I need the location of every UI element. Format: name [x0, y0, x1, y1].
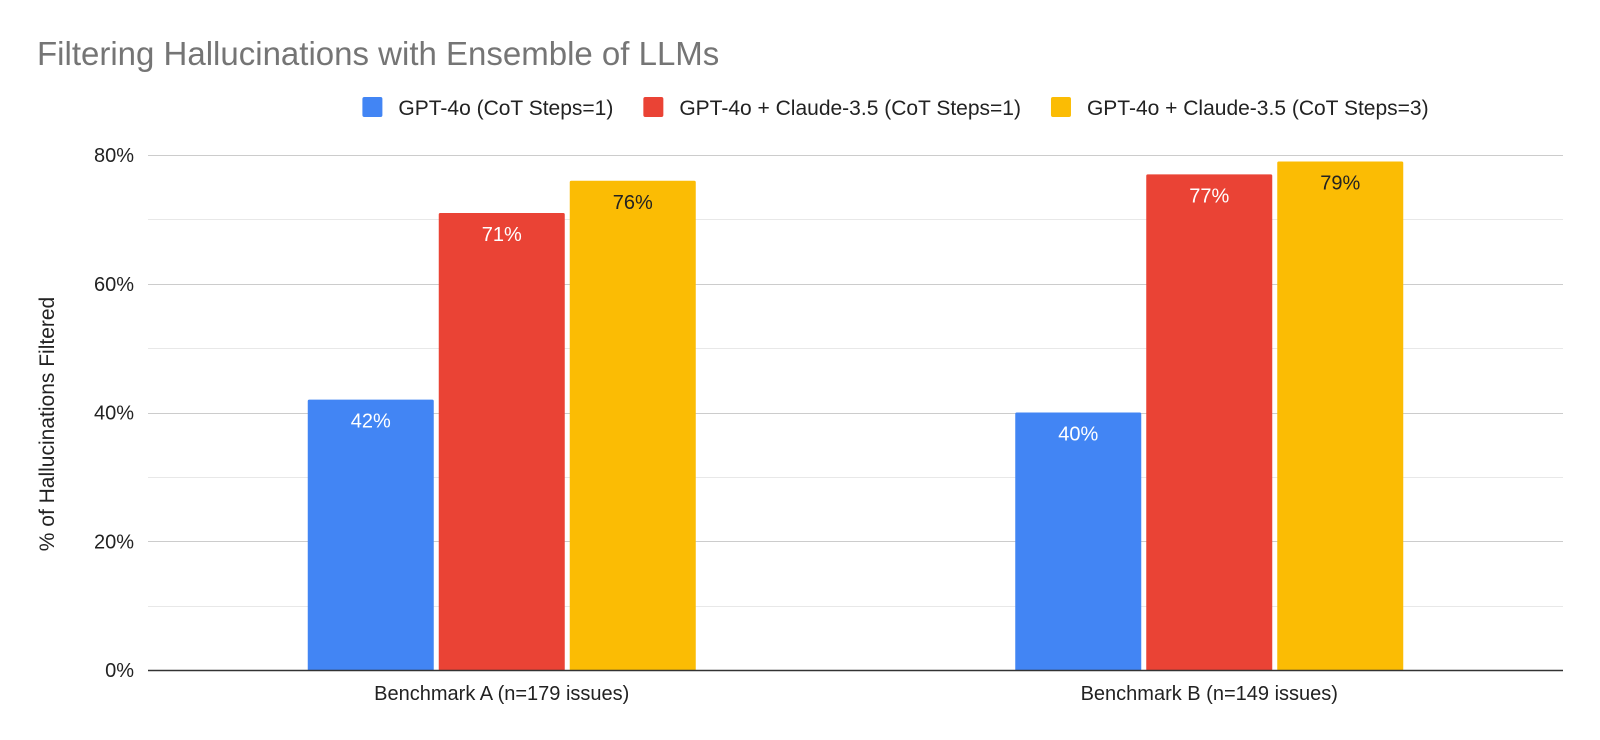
bar-data-label: 79% — [1320, 172, 1360, 194]
chart-title: Filtering Hallucinations with Ensemble o… — [37, 35, 719, 72]
legend-label: GPT-4o + Claude-3.5 (CoT Steps=1) — [679, 97, 1021, 120]
legend-item: GPT-4o + Claude-3.5 (CoT Steps=1) — [643, 97, 1021, 120]
bar — [569, 180, 696, 671]
x-axis-ticks: Benchmark A (n=179 issues) Benchmark B (n… — [374, 683, 1338, 705]
x-tick-label: Benchmark B (n=149 issues) — [1081, 683, 1338, 705]
y-tick-label: 60% — [94, 274, 134, 296]
y-tick-label: 0% — [105, 660, 134, 682]
legend-label: GPT-4o (CoT Steps=1) — [398, 97, 613, 120]
y-tick-label: 20% — [94, 531, 134, 553]
bar — [1146, 174, 1273, 671]
y-tick-label: 40% — [94, 403, 134, 425]
bars — [307, 161, 1404, 671]
data-labels: 42% 71% 76% 40% 77% 79% — [351, 172, 1361, 445]
bar-data-label: 42% — [351, 411, 391, 433]
y-tick-label: 80% — [94, 145, 134, 167]
bar — [307, 399, 434, 671]
legend-swatch — [362, 97, 383, 117]
bar — [438, 212, 565, 671]
bar-data-label: 76% — [613, 192, 653, 214]
legend: GPT-4o (CoT Steps=1) GPT-4o + Claude-3.5 … — [362, 97, 1429, 120]
bar-data-label: 71% — [482, 224, 522, 246]
legend-item: GPT-4o (CoT Steps=1) — [362, 97, 613, 120]
y-axis-title: % of Hallucinations Filtered — [36, 297, 59, 551]
legend-swatch — [1050, 97, 1071, 117]
bar-data-label: 40% — [1058, 424, 1098, 446]
y-axis-ticks: 0% 20% 40% 60% 80% — [94, 145, 134, 682]
legend-label: GPT-4o + Claude-3.5 (CoT Steps=3) — [1087, 97, 1429, 120]
legend-swatch — [643, 97, 664, 117]
bar-data-label: 77% — [1189, 185, 1229, 207]
x-tick-label: Benchmark A (n=179 issues) — [374, 683, 629, 705]
legend-item: GPT-4o + Claude-3.5 (CoT Steps=3) — [1050, 97, 1429, 120]
bar — [1015, 412, 1142, 671]
bar — [1277, 161, 1404, 671]
